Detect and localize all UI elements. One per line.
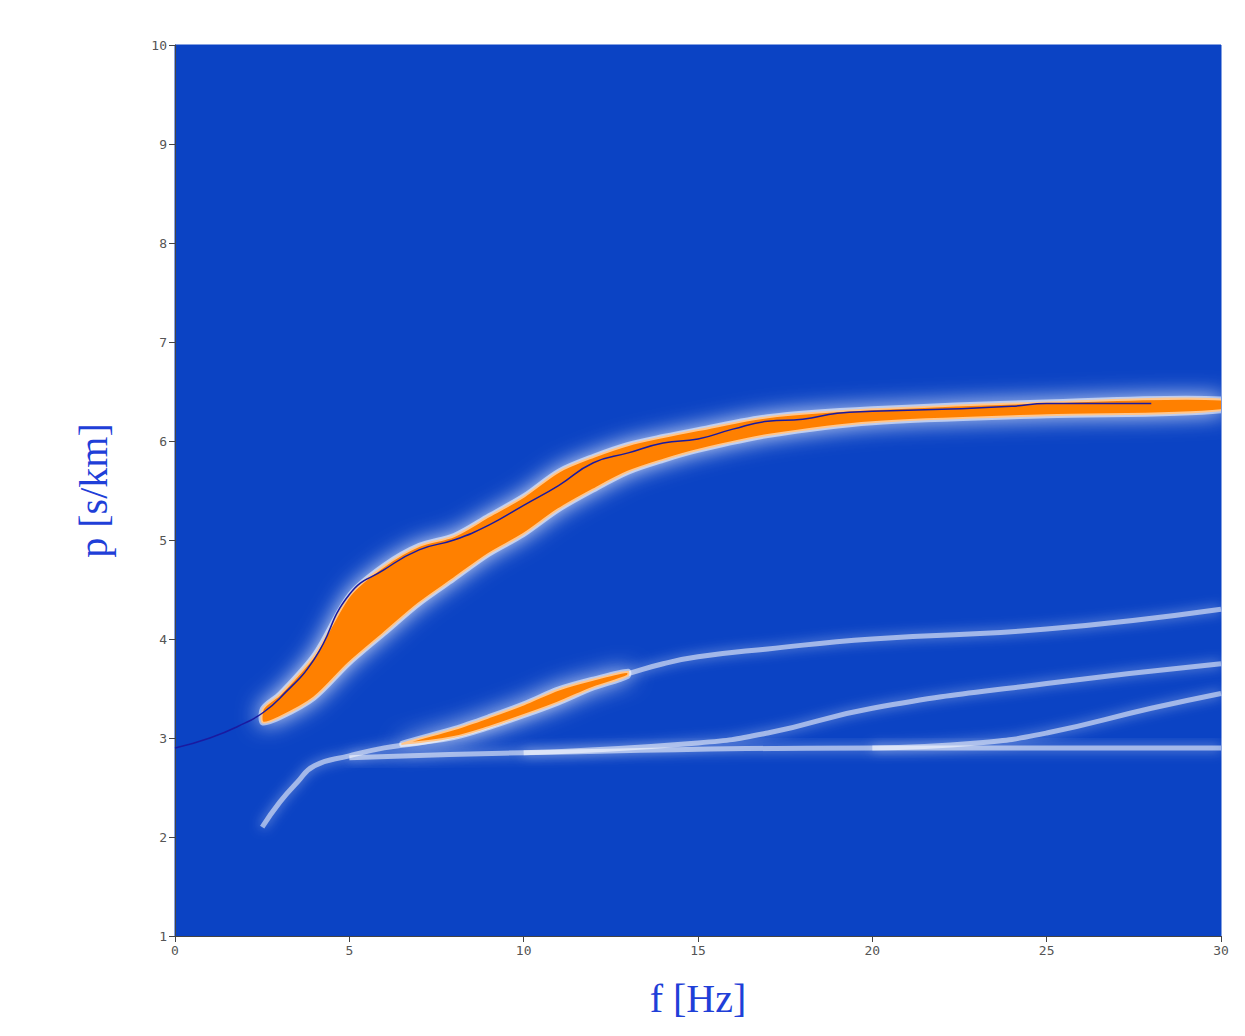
svg-text:20: 20	[865, 943, 881, 958]
svg-text:5: 5	[345, 943, 353, 958]
svg-text:f [Hz]: f [Hz]	[650, 976, 747, 1021]
svg-text:2: 2	[159, 830, 167, 845]
svg-text:10: 10	[516, 943, 532, 958]
svg-text:9: 9	[159, 137, 167, 152]
svg-text:10: 10	[151, 38, 167, 53]
svg-text:7: 7	[159, 335, 167, 350]
svg-text:3: 3	[159, 731, 167, 746]
svg-text:6: 6	[159, 434, 167, 449]
svg-text:8: 8	[159, 236, 167, 251]
svg-text:p [s/km]: p [s/km]	[71, 423, 116, 557]
svg-text:1: 1	[159, 929, 167, 944]
svg-text:30: 30	[1213, 943, 1229, 958]
svg-text:0: 0	[171, 943, 179, 958]
svg-text:4: 4	[159, 632, 167, 647]
svg-text:25: 25	[1039, 943, 1055, 958]
svg-text:5: 5	[159, 533, 167, 548]
svg-text:15: 15	[690, 943, 706, 958]
